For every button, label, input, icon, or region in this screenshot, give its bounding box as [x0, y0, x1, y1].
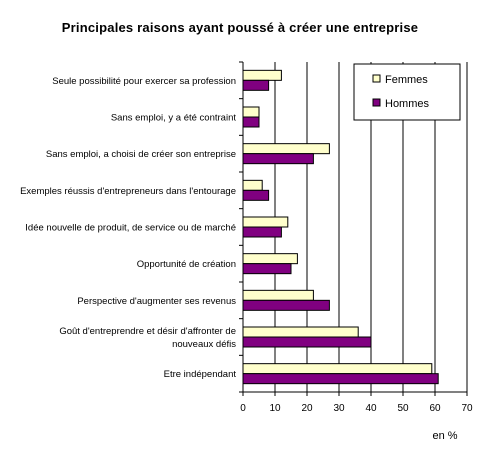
x-tick-label: 60: [429, 403, 441, 414]
bar-femmes-2: [242, 143, 330, 155]
category-label: Goût d'entreprendre et désir d'affronter…: [59, 326, 236, 337]
bar-hommes-4: [242, 226, 282, 238]
bar-femmes-1: [242, 106, 260, 118]
category-label: Etre indépendant: [164, 369, 237, 380]
legend-swatch-hommes: [372, 98, 381, 107]
legend-label-hommes: Hommes: [385, 98, 430, 110]
category-label: Opportunité de création: [137, 259, 236, 270]
bar-femmes-6: [242, 289, 314, 301]
bar-hommes-1: [242, 116, 260, 128]
bar-hommes-2: [242, 153, 314, 165]
x-axis-label: en %: [432, 430, 457, 442]
bar-femmes-4: [242, 216, 289, 228]
legend-swatch-femmes: [372, 74, 381, 83]
x-tick-label: 20: [301, 403, 313, 414]
chart-title: Principales raisons ayant poussé à créer…: [61, 20, 419, 35]
bar-femmes-3: [242, 179, 263, 191]
category-label: Idée nouvelle de produit, de service ou …: [25, 223, 236, 234]
legend-label-femmes: Femmes: [385, 74, 428, 86]
category-label: Sans emploi, y a été contraint: [111, 113, 237, 124]
category-label: nouveaux défis: [172, 339, 236, 350]
legend: Femmes Hommes: [353, 63, 461, 121]
x-tick-label: 50: [397, 403, 409, 414]
bar-hommes-6: [242, 299, 330, 311]
bar-hommes-7: [242, 336, 372, 348]
x-tick-label: 70: [461, 403, 473, 414]
bar-hommes-0: [242, 79, 270, 91]
bar-hommes-8: [242, 373, 439, 385]
category-label: Exemples réussis d'entrepreneurs dans l'…: [20, 186, 236, 197]
bar-hommes-3: [242, 189, 270, 201]
legend-box: [353, 63, 461, 121]
x-tick-label: 30: [333, 403, 345, 414]
category-label: Perspective d'augmenter ses revenus: [77, 296, 236, 307]
bar-femmes-5: [242, 253, 298, 265]
x-tick-label: 40: [365, 403, 377, 414]
x-tick-label: 10: [269, 403, 281, 414]
bar-femmes-0: [242, 69, 282, 81]
bar-femmes-7: [242, 326, 359, 338]
bar-hommes-5: [242, 263, 292, 275]
category-label: Sans emploi, a choisi de créer son entre…: [46, 149, 236, 160]
axis-layer: [239, 61, 468, 396]
bar-femmes-8: [242, 363, 433, 375]
label-layer: 0 10 20 30 40 50 60 70 Seule possibilité pour ex…: [20, 76, 473, 442]
x-tick-label: 0: [240, 403, 246, 414]
category-label: Seule possibilité pour exercer sa profes…: [52, 76, 236, 87]
